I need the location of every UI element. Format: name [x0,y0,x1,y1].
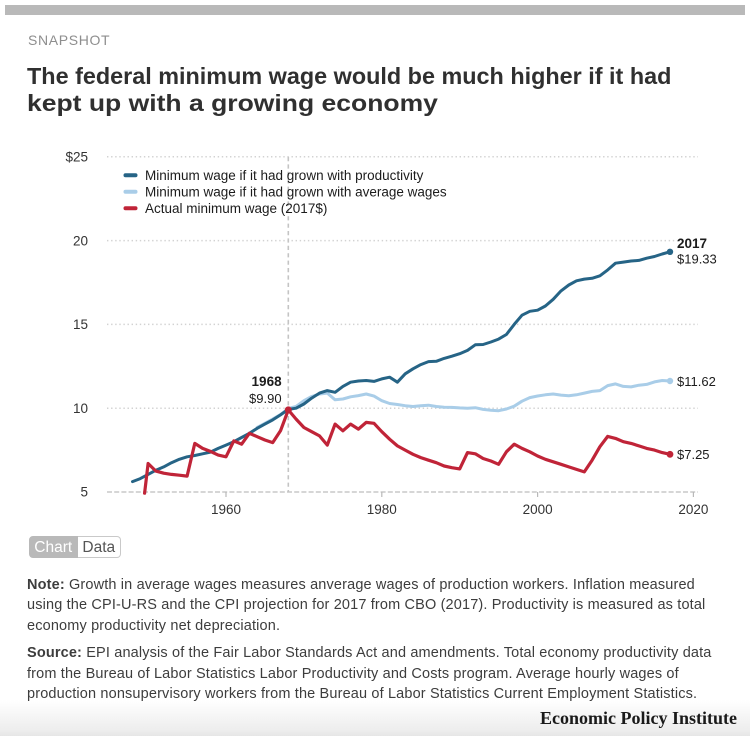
svg-text:$7.25: $7.25 [677,447,710,462]
svg-text:2017: 2017 [677,236,707,251]
svg-text:1968: 1968 [252,374,283,389]
svg-text:2020: 2020 [678,502,708,517]
svg-text:Actual minimum wage (2017$): Actual minimum wage (2017$) [145,201,327,216]
svg-text:$19.33: $19.33 [677,252,717,267]
svg-text:20: 20 [73,233,88,248]
svg-text:$25: $25 [65,150,88,165]
svg-text:Minimum wage if it had grown w: Minimum wage if it had grown with produc… [145,168,424,183]
svg-text:5: 5 [80,485,88,500]
svg-text:10: 10 [73,401,88,416]
svg-text:Minimum wage if it had grown w: Minimum wage if it had grown with averag… [145,185,447,200]
svg-text:1960: 1960 [211,502,241,517]
svg-text:1980: 1980 [367,502,397,517]
svg-text:$9.90: $9.90 [249,391,282,406]
svg-text:15: 15 [73,317,88,332]
svg-text:$11.62: $11.62 [677,374,716,389]
svg-text:2000: 2000 [523,502,553,517]
